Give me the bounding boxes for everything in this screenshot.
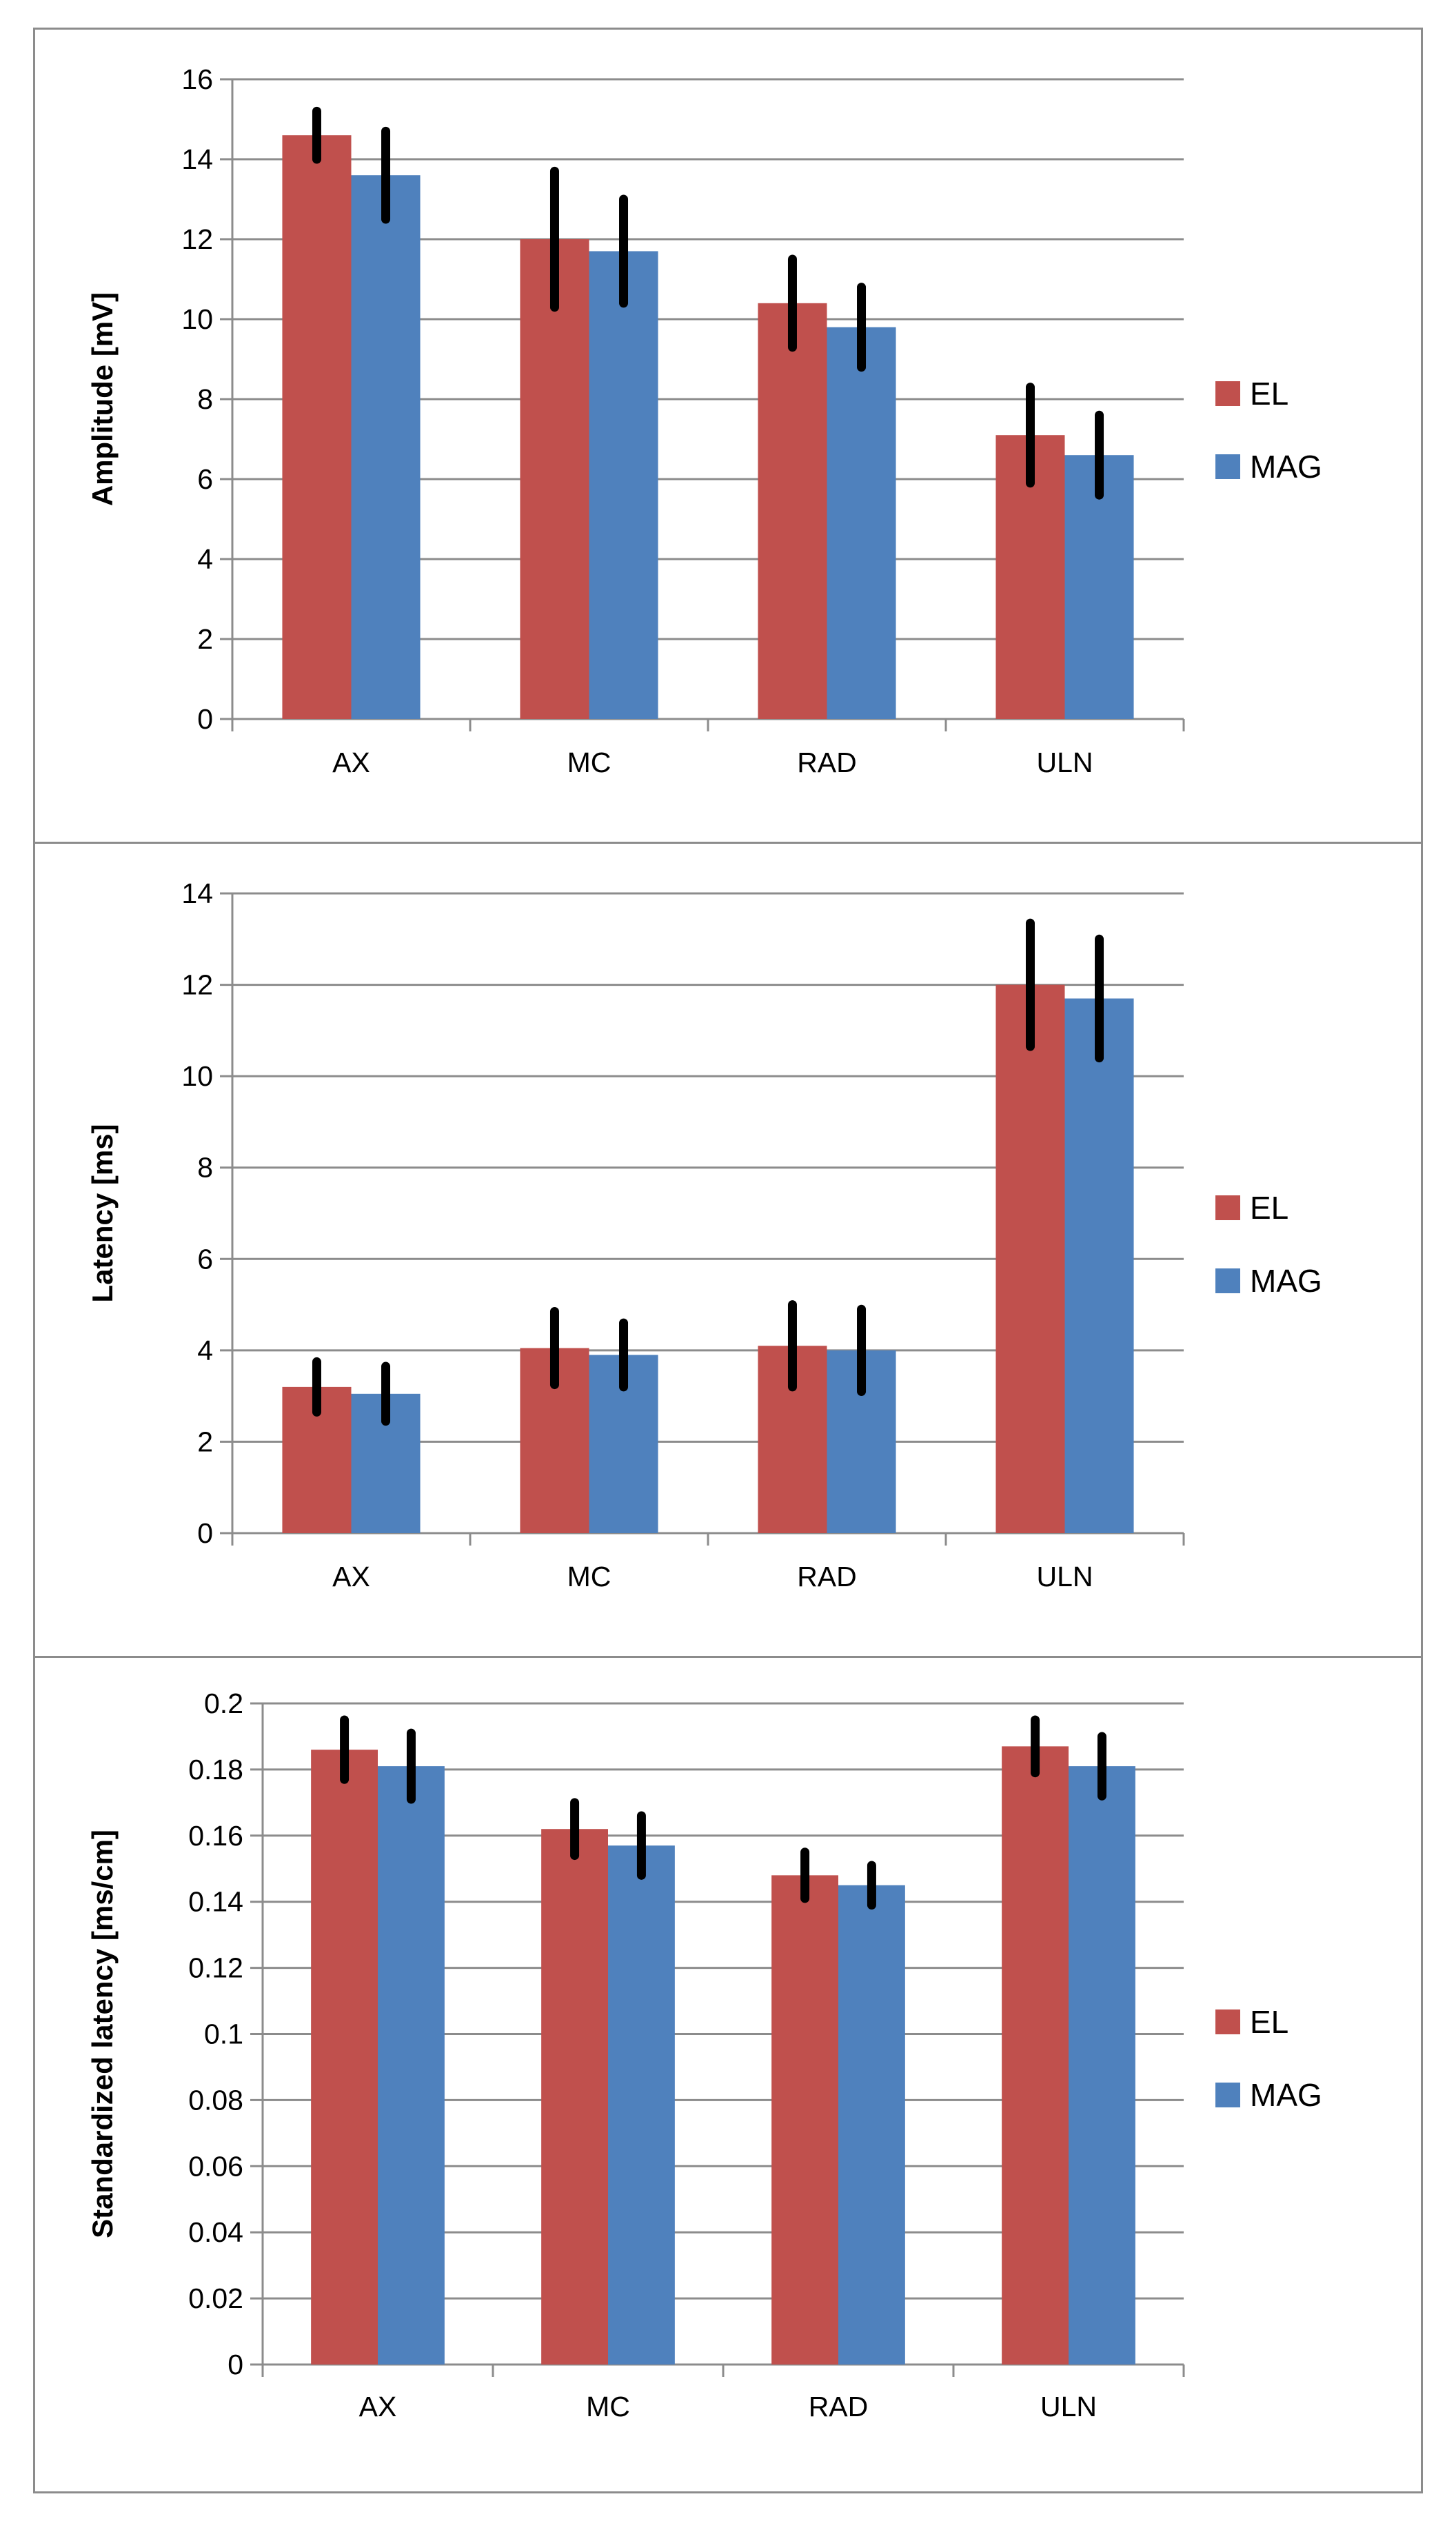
latency-series-mag [351,934,1134,1533]
y-tick-label: 12 [181,969,213,1001]
y-tick-label: 14 [181,143,213,175]
y-tick-label: 0.08 [188,2084,243,2116]
legend-swatch-mag [1215,2083,1240,2107]
standardized-latency-series-el [311,1715,1069,2365]
y-tick-label: 10 [181,1060,213,1092]
x-category-label: RAD [809,2391,869,2422]
x-category-label: AX [359,2391,397,2422]
y-tick-label: 14 [181,878,213,909]
y-tick-label: 6 [197,463,213,495]
legend-label-mag: MAG [1250,1263,1322,1299]
bar [1064,998,1134,1533]
y-tick-label: 0 [197,1517,213,1549]
x-category-label: AX [332,747,370,778]
y-tick-label: 0.18 [188,1754,243,1785]
standardized-latency-legend: EL MAG [1215,2004,1322,2113]
bar [311,1750,378,2365]
bar [541,1829,608,2365]
x-category-label: RAD [797,747,857,778]
y-tick-label: 0 [197,703,213,735]
legend-label-el: EL [1250,376,1288,412]
latency-chart: 0 2 4 6 8 10 12 14 AX MC RAD ULN Latency [ms] EL MAG [86,878,1322,1592]
x-category-label: MC [567,747,611,778]
y-tick-label: 4 [197,1335,213,1366]
x-category-label: ULN [1036,747,1093,778]
y-tick-label: 0.14 [188,1886,243,1918]
latency-series-el [282,918,1065,1533]
x-category-label: MC [567,1561,611,1592]
y-tick-label: 0.06 [188,2150,243,2182]
amplitude-chart: 0 2 4 6 8 10 12 14 16 AX MC RAD ULN Amplitude [mV] EL M… [86,63,1322,778]
y-tick-label: 0.04 [188,2216,243,2248]
x-category-label: RAD [797,1561,857,1592]
y-tick-label: 6 [197,1243,213,1275]
legend-swatch-el [1215,1195,1240,1220]
legend-label-mag: MAG [1250,2077,1322,2113]
amplitude-chart-panel: 0 2 4 6 8 10 12 14 16 AX MC RAD ULN Amplitude [mV] EL M… [33,28,1423,844]
y-tick-label: 2 [197,623,213,655]
y-tick-label: 16 [181,63,213,95]
bar [520,239,589,719]
standardized-latency-chart-panel: 0 0.02 0.04 0.06 0.08 0.1 0.12 0.14 0.16 0.18 0.2 A… [33,1656,1423,2493]
standardized-latency-y-axis-title: Standardized latency [ms/cm] [86,1830,119,2238]
legend-swatch-mag [1215,1268,1240,1293]
bar [1069,1766,1135,2365]
x-category-label: MC [586,2391,630,2422]
latency-legend: EL MAG [1215,1190,1322,1299]
y-tick-label: 10 [181,303,213,335]
y-tick-label: 12 [181,223,213,255]
legend-swatch-el [1215,2009,1240,2034]
y-tick-label: 0.16 [188,1820,243,1852]
y-tick-label: 4 [197,543,213,575]
amplitude-series-el [282,106,1065,719]
x-category-label: ULN [1036,1561,1093,1592]
legend-label-mag: MAG [1250,449,1322,485]
x-category-label: AX [332,1561,370,1592]
bar [995,984,1065,1533]
y-tick-label: 0.1 [204,2018,243,2050]
bar [827,327,896,720]
latency-y-axis-title: Latency [ms] [86,1124,119,1302]
y-tick-label: 8 [197,383,213,415]
y-tick-label: 2 [197,1426,213,1457]
legend-label-el: EL [1250,1190,1288,1226]
y-tick-label: 0.2 [204,1688,243,1719]
y-tick-label: 0.12 [188,1952,243,1984]
bar [282,135,352,719]
bar [378,1766,445,2365]
bar [589,251,658,719]
legend-swatch-el [1215,381,1240,406]
y-tick-label: 0.02 [188,2282,243,2314]
bar [1002,1746,1069,2365]
bar [758,303,827,719]
amplitude-series-mag [351,126,1134,720]
amplitude-y-axis-title: Amplitude [mV] [86,292,119,506]
y-tick-label: 0 [228,2349,243,2380]
legend-swatch-mag [1215,454,1240,479]
standardized-latency-chart: 0 0.02 0.04 0.06 0.08 0.1 0.12 0.14 0.16 0.18 0.2 A… [86,1688,1322,2422]
x-category-label: ULN [1040,2391,1097,2422]
standardized-latency-series-mag [378,1728,1135,2365]
amplitude-legend: EL MAG [1215,376,1322,485]
bar [608,1845,675,2365]
bar [838,1885,905,2365]
y-tick-label: 8 [197,1152,213,1184]
bar [771,1875,838,2365]
legend-label-el: EL [1250,2004,1288,2040]
latency-chart-panel: 0 2 4 6 8 10 12 14 AX MC RAD ULN Latency [ms] EL MAG [33,842,1423,1658]
bar [351,175,421,719]
